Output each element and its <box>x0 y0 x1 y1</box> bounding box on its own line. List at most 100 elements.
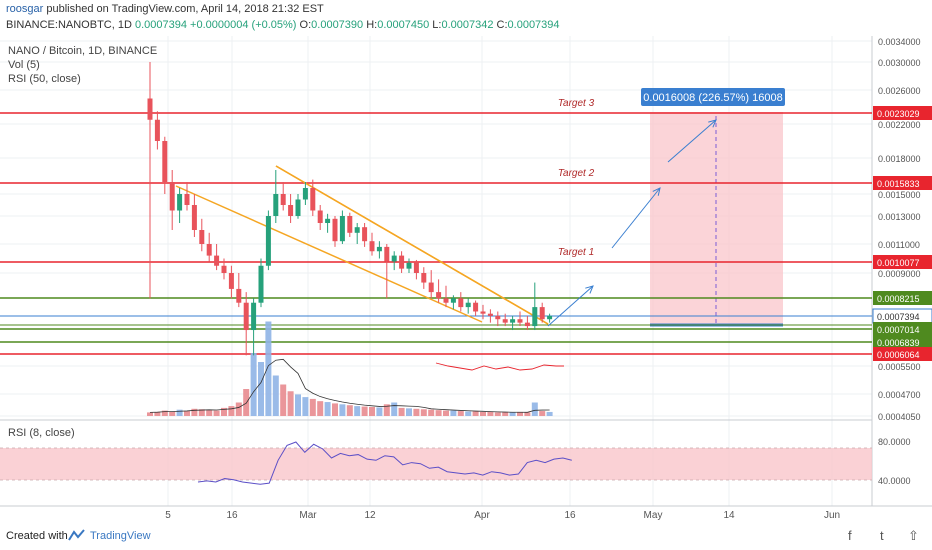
candle-body <box>473 302 479 312</box>
rsi50-line <box>435 362 564 371</box>
volume-bar <box>487 411 494 416</box>
volume-bar <box>376 407 383 416</box>
candles <box>147 62 553 356</box>
candle-body <box>436 292 442 299</box>
volume-bar <box>176 409 183 416</box>
candle-body <box>332 218 338 242</box>
volume-bar <box>317 401 324 416</box>
volume-bar <box>531 402 538 416</box>
time-axis-label: Mar <box>299 510 317 521</box>
level-lines <box>0 112 872 355</box>
arrow-2-head <box>652 187 661 196</box>
price-tag-text: 0.0006064 <box>877 350 920 360</box>
candle-body <box>547 315 553 320</box>
volume-bar <box>398 407 405 416</box>
price-tag-text: 0.0007014 <box>877 325 920 335</box>
volume-bar <box>457 411 464 416</box>
candle-body <box>391 255 397 262</box>
high-value: 0.0007450 <box>377 19 430 31</box>
candle-body <box>288 205 294 216</box>
chart-header: roosgar published on TradingView.com, Ap… <box>0 0 932 36</box>
volume-bar <box>235 402 242 416</box>
open-value: 0.0007390 <box>311 19 364 31</box>
time-axis[interactable]: 5 16 Mar 12 Apr 16 May 14 Jun <box>165 510 840 521</box>
price-tag <box>873 291 932 305</box>
volume-bar <box>302 397 309 416</box>
candle-body <box>450 298 456 303</box>
panel-title: NANO / Bitcoin, 1D, BINANCE <box>8 45 158 57</box>
volume-bar <box>480 411 486 416</box>
candle-body <box>191 205 197 230</box>
volume-bar <box>161 410 168 416</box>
candle-body <box>458 298 464 308</box>
time-axis-label: 5 <box>165 510 171 521</box>
candle-body <box>258 265 264 303</box>
publish-info: roosgar published on TradingView.com, Ap… <box>6 3 324 15</box>
volume-bar <box>450 410 457 416</box>
last-price: 0.0007394 <box>134 19 187 31</box>
time-axis-label: 16 <box>226 510 238 521</box>
volume-ma-line <box>149 358 550 413</box>
symbol-label: BINANCE:NANOBTC, 1D <box>6 19 132 31</box>
candle-body <box>399 255 405 269</box>
candle-body <box>177 194 183 211</box>
volume-bar <box>361 406 368 416</box>
author-link[interactable]: roosgar <box>6 3 44 15</box>
price-tag <box>873 176 932 190</box>
volume-bar <box>383 404 390 416</box>
candle-body <box>376 246 382 252</box>
volume-bar <box>295 394 301 416</box>
target-labels: Target 3 Target 2 Target 1 <box>558 98 595 258</box>
candle-body <box>413 262 419 273</box>
price-tag-text: 0.0010077 <box>877 258 920 268</box>
time-axis-label: 14 <box>723 510 735 521</box>
price-axis-label: 0.0030000 <box>878 58 921 68</box>
falling-wedge <box>175 165 549 325</box>
candle-body <box>428 282 434 293</box>
candle-body <box>443 298 449 303</box>
arrow-3 <box>667 119 717 163</box>
volume-bar <box>147 412 153 416</box>
price-axis-label: 0.0022000 <box>878 120 921 130</box>
volume-bars <box>147 321 553 416</box>
price-axis-label: 0.0011000 <box>878 240 920 250</box>
candle-body <box>532 307 538 327</box>
low-value: 0.0007342 <box>441 19 494 31</box>
facebook-icon[interactable]: f <box>848 528 852 543</box>
price-axis-label: 0.0004050 <box>878 412 921 422</box>
time-axis-label: Apr <box>474 510 490 521</box>
candle-body <box>362 227 368 242</box>
candle-body <box>495 315 501 320</box>
volume-bar <box>287 391 294 416</box>
volume-bar <box>391 402 398 416</box>
share-icon[interactable]: ⇧ <box>908 528 919 543</box>
volume-bar <box>494 412 501 416</box>
candle-body <box>302 188 308 200</box>
volume-bar <box>265 321 272 416</box>
tradingview-brand[interactable]: TradingView <box>90 530 151 542</box>
candle-body <box>480 311 486 314</box>
price-axis-label: 0.0013000 <box>878 212 921 222</box>
candle-body <box>502 319 508 323</box>
price-tag-text: 0.0006839 <box>877 338 920 348</box>
volume-bar <box>221 407 227 416</box>
volume-bar <box>184 411 190 416</box>
low-label: L: <box>432 19 442 31</box>
volume-bar <box>191 408 198 416</box>
volume-bar <box>228 406 235 416</box>
candle-body <box>421 273 427 283</box>
price-chart[interactable]: 0.0016008 (226.57%) 16008 0.0034000 0.003… <box>0 36 932 536</box>
candle-body <box>184 194 190 205</box>
ohlc-line: BINANCE:NANOBTC, 1D 0.0007394 +0.0000004… <box>6 19 560 31</box>
candle-body <box>228 273 234 289</box>
candle-body <box>214 255 220 266</box>
target-label: Target 2 <box>558 168 595 179</box>
rsi-50-line <box>435 362 564 371</box>
twitter-icon[interactable]: t <box>880 528 884 543</box>
wedge-upper-2 <box>275 165 549 325</box>
candle-body <box>206 244 212 256</box>
candle-body <box>406 262 412 269</box>
price-tag-text: 0.0007394 <box>877 312 920 322</box>
rsi-band <box>0 448 872 480</box>
price-tag-text: 0.0015833 <box>877 179 920 189</box>
